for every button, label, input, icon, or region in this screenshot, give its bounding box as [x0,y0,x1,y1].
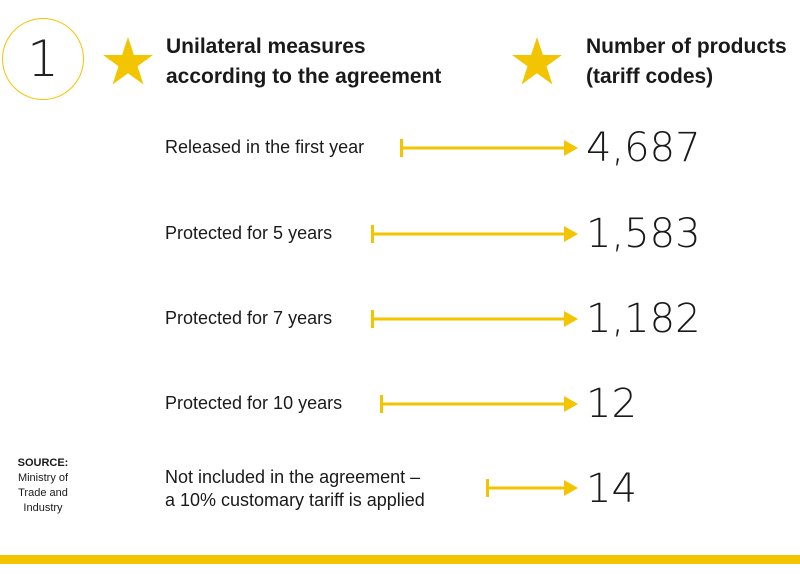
source-note: SOURCE: Ministry of Trade and Industry [4,456,82,516]
row-label-released-first-year: Released in the first year [165,136,364,159]
measures-header-line-1: Unilateral measures [166,35,366,58]
source-line: Industry [23,502,63,514]
row-value-protected-10-years: 12 [586,381,637,427]
products-header-line-1: Number of products [586,35,787,58]
arrow-right-icon [486,479,578,497]
row-label-protected-7-years: Protected for 7 years [165,307,332,330]
source-line: Trade and [18,487,68,499]
row-label-line: Protected for 7 years [165,308,333,328]
arrow-right-icon [400,139,578,157]
row-value-released-first-year: 4,687 [586,125,701,171]
row-label-line: a 10% customary tariff is applied [165,490,425,510]
step-number-badge: 1 [2,18,84,100]
row-label-protected-5-years: Protected for 5 years [165,222,332,245]
arrow-right-icon [380,395,578,413]
row-label-line: Released in the first year [165,137,365,157]
source-title: SOURCE: [17,457,69,469]
row-label-not-included: Not included in the agreement – a 10% cu… [165,466,425,512]
star-icon [512,37,562,85]
row-value-not-included: 14 [586,466,637,512]
row-value-protected-5-years: 1,583 [586,211,701,257]
arrow-right-icon [371,225,578,243]
source-line: Ministry of [17,472,69,484]
star-icon [103,37,153,85]
footer-accent-bar [0,555,800,564]
row-value-protected-7-years: 1,182 [586,296,701,342]
products-header-line-2: (tariff codes) [586,65,714,88]
measures-header-line-2: according to the agreement [166,65,442,88]
row-label-line: Protected for 10 years [165,393,343,413]
products-column-header: Number of products (tariff codes) [586,32,787,92]
row-label-protected-10-years: Protected for 10 years [165,392,342,415]
row-label-line: Protected for 5 years [165,223,333,243]
arrow-right-icon [371,310,578,328]
row-label-line: Not included in the agreement – [165,467,421,487]
measures-column-header: Unilateral measures according to the agr… [166,32,441,92]
